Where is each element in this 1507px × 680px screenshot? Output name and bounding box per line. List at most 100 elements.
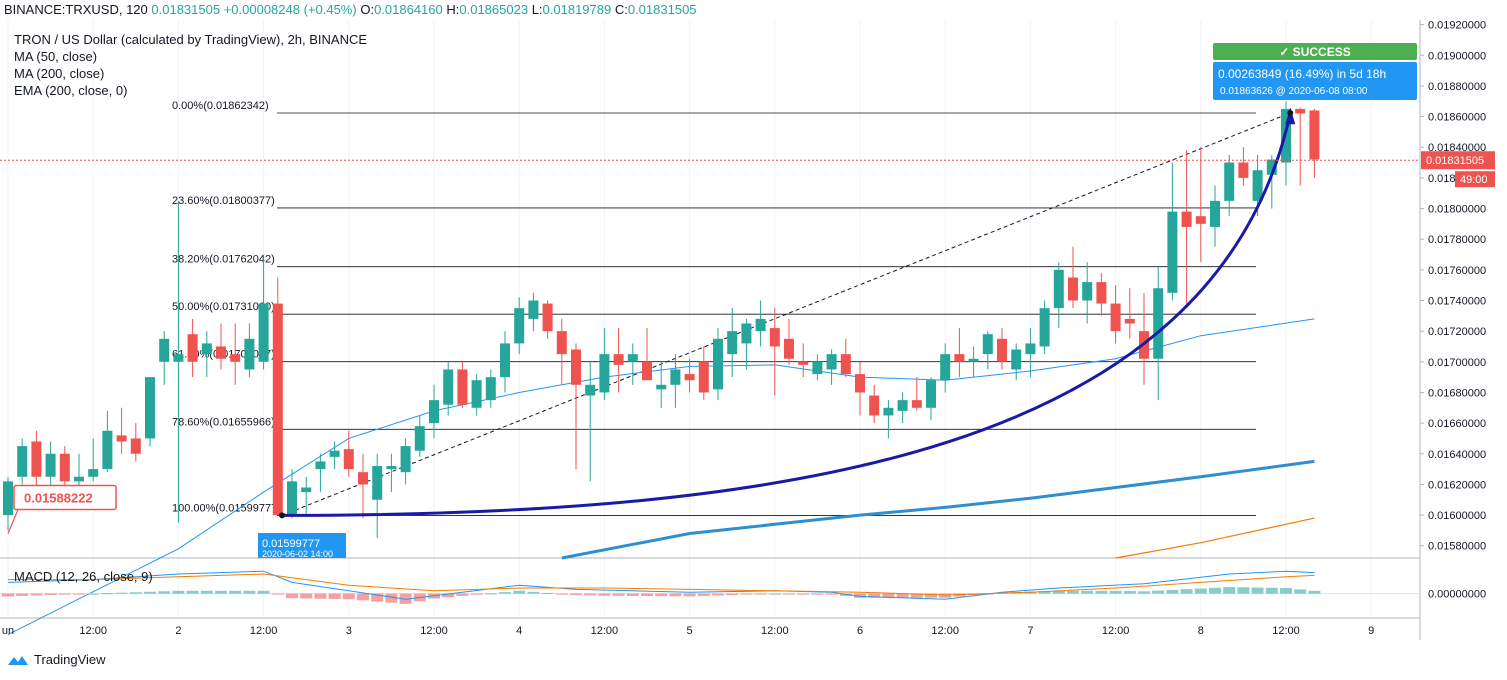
candle-body	[386, 466, 397, 470]
time-axis[interactable]: un 12:00 2 12:00 3 12:00 4 12:00 5 12:00 6 12:00 7 12…	[2, 625, 1374, 637]
price-tick-label: 0.01800000	[1428, 204, 1486, 216]
tradingview-logo[interactable]: TradingView	[6, 652, 106, 667]
candle-body	[911, 400, 922, 408]
brand-name: TradingView	[34, 652, 106, 667]
macd-histogram-bar	[342, 593, 355, 600]
macd-histogram-bar	[385, 593, 398, 603]
time-tick-label: 12:00	[761, 625, 789, 637]
candle-body	[187, 334, 198, 362]
macd-histogram-bar	[499, 592, 511, 594]
price-tick-label: 0.01760000	[1428, 265, 1486, 277]
candle-body	[1195, 216, 1206, 224]
macd-histogram-bar	[726, 593, 739, 595]
legend-ma200[interactable]: MA (200, close)	[14, 66, 105, 81]
chart-title[interactable]: TRON / US Dollar (calculated by TradingV…	[14, 32, 368, 47]
fib-retracement[interactable]: 0.00%(0.01862342) 23.60%(0.01800377) 38.20…	[172, 100, 1256, 516]
price-tick-label: 0.01920000	[1428, 20, 1486, 32]
legend-ema200[interactable]: EMA (200, close, 0)	[14, 83, 128, 98]
candle-body	[1096, 282, 1107, 304]
candle-body	[159, 338, 170, 362]
candle-body	[1124, 318, 1135, 324]
price-tick-label: 0.01740000	[1428, 295, 1486, 307]
price-tick-label: 0.01680000	[1428, 387, 1486, 399]
price-tick-label: 0.01640000	[1428, 449, 1486, 461]
candle-body	[414, 426, 425, 451]
macd-histogram-bar	[1095, 590, 1108, 594]
macd-histogram-bar	[1166, 589, 1179, 594]
macd-histogram-bar	[101, 593, 114, 595]
candle-body	[869, 395, 880, 416]
macd-histogram-bar	[683, 593, 696, 597]
candle-body	[1224, 162, 1235, 201]
candle-body	[1011, 349, 1022, 370]
macd-histogram-bar	[314, 593, 327, 599]
price-axis[interactable]: 0.01920000 0.01900000 0.01880000 0.01860000…	[1420, 20, 1495, 601]
macd-histogram-bar	[1081, 590, 1094, 594]
macd-histogram-bar	[939, 593, 952, 598]
macd-histogram-bar	[484, 593, 497, 595]
candle-body	[585, 384, 596, 396]
price-tick-label: 0.01700000	[1428, 357, 1486, 369]
time-tick-label: 12:00	[931, 625, 959, 637]
candle-body	[670, 369, 681, 385]
candle-body	[372, 466, 383, 500]
macd-histogram-bar	[1223, 587, 1236, 594]
macd-histogram-bar	[1237, 587, 1250, 594]
open-value: 0.01864160	[374, 2, 443, 17]
target-change: 0.00263849 (16.49%) in 5d 18h	[1218, 67, 1386, 81]
start-price-value: 0.01599777	[262, 538, 320, 550]
fib-level-label: 78.60%(0.01655966)	[172, 416, 275, 428]
candle-body	[613, 354, 624, 365]
candle-body	[443, 369, 454, 405]
candle-body	[145, 377, 155, 439]
candle-body	[500, 343, 510, 378]
fib-level-label: 38.20%(0.01762042)	[172, 254, 275, 266]
macd-histogram-bar	[1194, 588, 1207, 594]
candle-body	[343, 449, 354, 470]
candle-body	[798, 361, 809, 365]
legend-macd[interactable]: MACD (12, 26, close, 9)	[14, 569, 153, 584]
candle-body	[826, 354, 837, 370]
low-price-callout	[13, 484, 117, 511]
macd-histogram-bar	[811, 593, 824, 595]
time-tick-label: 12:00	[250, 625, 278, 637]
macd-histogram-bar	[697, 593, 710, 596]
plot-area[interactable]	[0, 20, 1420, 640]
macd-histogram-bar	[882, 593, 895, 598]
candle-body	[556, 331, 567, 355]
candle-body	[769, 328, 780, 347]
current-price-tag[interactable]	[1421, 151, 1495, 170]
macd-histogram-bar	[1251, 587, 1264, 594]
candle-body	[997, 338, 1007, 362]
price-tick-label: 0.01840000	[1428, 142, 1486, 154]
macd-histogram-bar	[271, 593, 284, 595]
dashed-trendline[interactable]	[281, 112, 1291, 516]
macd-histogram-bar	[1109, 590, 1122, 594]
high-value: 0.01865023	[459, 2, 529, 17]
macd-histogram-bar	[229, 590, 242, 594]
candle-body	[1039, 308, 1050, 347]
projection-curve[interactable]	[282, 113, 1292, 517]
macd-histogram-bar	[286, 593, 298, 599]
candle-body	[1110, 303, 1121, 332]
macd-histogram-bar	[1294, 589, 1307, 594]
macd-histogram-bar	[1052, 590, 1065, 594]
callout-pointer	[7, 509, 19, 534]
candle-body	[173, 354, 184, 362]
macd-axis-label: 0.00000000	[1428, 589, 1486, 601]
candle-body	[727, 331, 738, 355]
candle-body	[514, 308, 525, 344]
candle-body	[74, 476, 84, 482]
legend-ma50[interactable]: MA (50, close)	[14, 49, 98, 64]
candle-body	[301, 487, 312, 493]
candlesticks	[3, 101, 1320, 539]
candle-body	[1153, 288, 1164, 359]
macd-histogram-bar	[797, 593, 810, 595]
candle-body	[1167, 211, 1178, 293]
candle-body	[684, 374, 695, 381]
macd-histogram-bar	[598, 593, 611, 596]
macd-histogram-bar	[1180, 589, 1193, 594]
macd-histogram-bar	[243, 590, 256, 594]
price-change: +0.00008248 (+0.45%)	[223, 2, 357, 17]
